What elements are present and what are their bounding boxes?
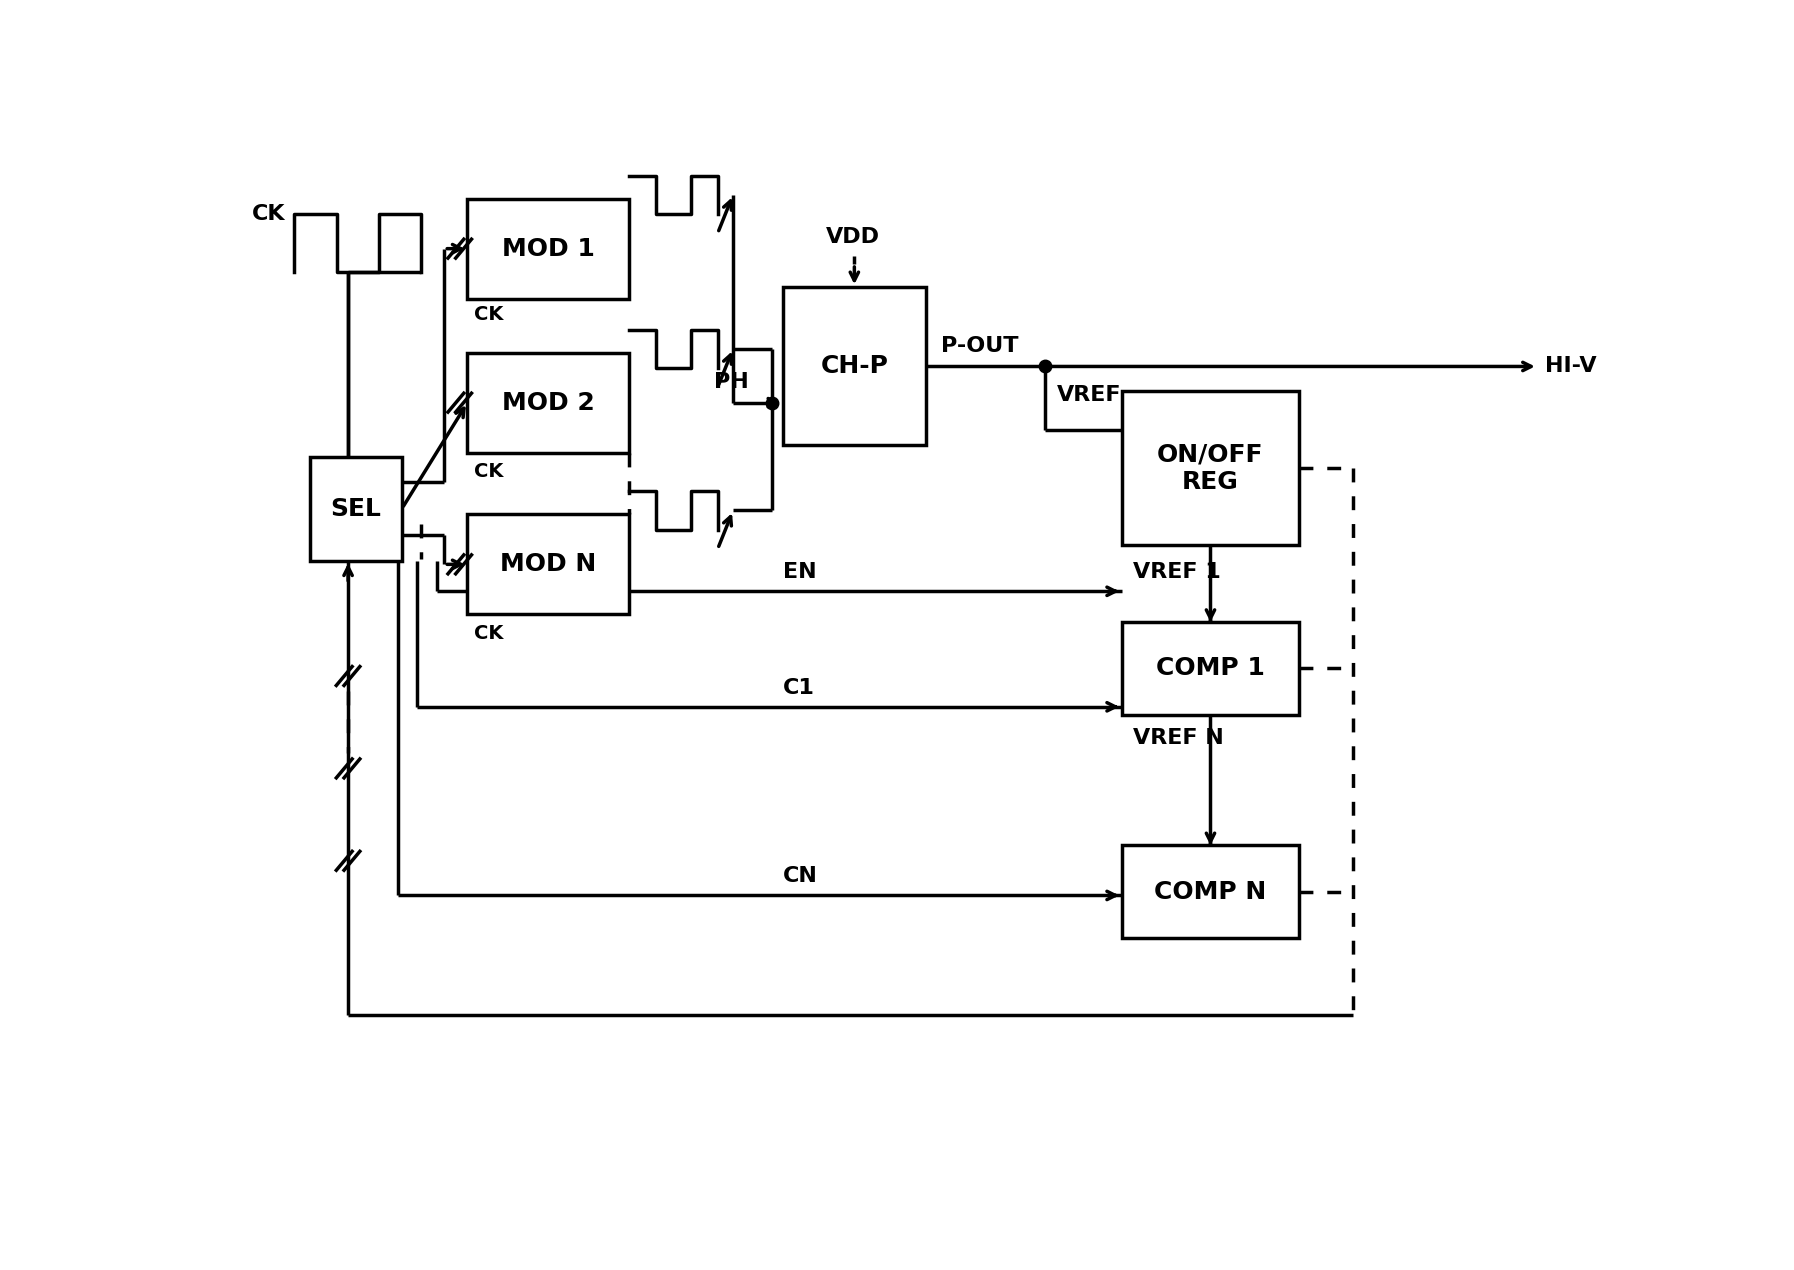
Text: VREF N: VREF N — [1134, 728, 1224, 748]
Text: CH-P: CH-P — [820, 354, 888, 378]
Text: CK: CK — [251, 204, 285, 224]
Bar — [468, 198, 630, 298]
Text: CN: CN — [784, 866, 818, 886]
Bar — [1121, 846, 1299, 937]
Text: MOD 1: MOD 1 — [502, 236, 596, 260]
Text: VREF 1: VREF 1 — [1134, 563, 1222, 582]
Text: VREF: VREF — [1057, 385, 1121, 405]
Bar — [468, 514, 630, 615]
Text: VDD: VDD — [827, 227, 881, 248]
Bar — [784, 287, 926, 444]
Text: EN: EN — [784, 563, 816, 582]
Text: CK: CK — [474, 624, 502, 643]
Bar — [310, 456, 402, 560]
Text: CK: CK — [474, 462, 502, 481]
Bar — [468, 353, 630, 452]
Text: COMP 1: COMP 1 — [1155, 657, 1265, 681]
Bar — [1121, 622, 1299, 715]
Text: ON/OFF
REG: ON/OFF REG — [1157, 442, 1263, 494]
Text: P-OUT: P-OUT — [942, 337, 1019, 357]
Bar — [1121, 391, 1299, 545]
Text: COMP N: COMP N — [1154, 880, 1267, 903]
Text: MOD 2: MOD 2 — [502, 391, 594, 414]
Text: MOD N: MOD N — [501, 552, 596, 577]
Text: C1: C1 — [784, 678, 814, 697]
Text: PH: PH — [714, 372, 748, 392]
Text: CK: CK — [474, 305, 502, 324]
Text: HI-V: HI-V — [1545, 357, 1597, 376]
Text: SEL: SEL — [330, 497, 380, 521]
